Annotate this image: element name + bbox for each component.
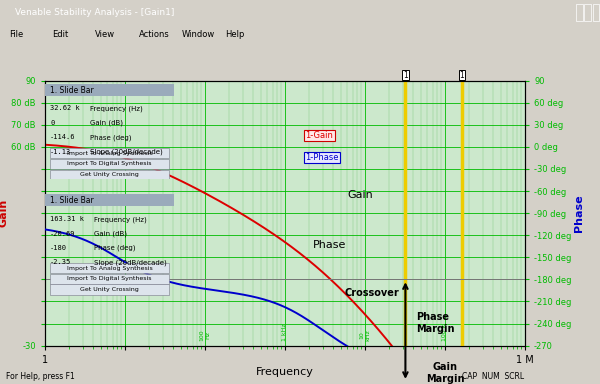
Text: Get Unity Crossing: Get Unity Crossing [80,172,139,177]
Bar [576,4,583,21]
Bar [50,149,169,158]
Text: Gain: Gain [347,190,373,200]
Y-axis label: Gain: Gain [0,199,8,227]
Text: -2.35: -2.35 [50,259,71,265]
X-axis label: Frequency: Frequency [256,367,314,377]
Text: Phase
Margin: Phase Margin [416,313,454,334]
Text: File: File [9,30,23,39]
Text: Slope (20dB/decade): Slope (20dB/decade) [90,149,163,156]
Text: 1: 1 [403,71,408,79]
Text: 1. Slide Bar: 1. Slide Bar [50,86,94,95]
Text: 0: 0 [50,120,55,126]
Text: Gain (dB): Gain (dB) [90,120,123,126]
Text: 1: 1 [460,71,464,79]
Bar [45,194,174,206]
Text: -114.6: -114.6 [50,134,76,140]
Text: Phase (deg): Phase (deg) [90,134,131,141]
Text: 100
Hz: 100 Hz [200,329,211,341]
Text: -180: -180 [50,245,67,251]
Text: -20.69: -20.69 [50,230,76,237]
Bar [50,170,169,179]
Text: Import To Analog Synthesis: Import To Analog Synthesis [67,266,152,271]
Text: Frequency (Hz): Frequency (Hz) [90,105,143,112]
Text: Get Unity Crossing: Get Unity Crossing [80,287,139,292]
Text: 1 kHz: 1 kHz [283,324,287,341]
Text: Phase: Phase [313,240,346,250]
Text: Import To Digital Synthesis: Import To Digital Synthesis [67,276,152,281]
Text: Venable Stability Analysis - [Gain1]: Venable Stability Analysis - [Gain1] [15,8,175,17]
Bar [50,274,169,284]
Text: CAP  NUM  SCRL: CAP NUM SCRL [462,372,524,381]
Text: Frequency (Hz): Frequency (Hz) [94,216,147,223]
Text: Gain
Margin: Gain Margin [426,362,464,384]
Text: View: View [95,30,116,39]
Text: Import To Digital Synthesis: Import To Digital Synthesis [67,162,152,167]
Text: Actions: Actions [139,30,169,39]
Y-axis label: Phase: Phase [574,194,584,232]
Text: 1. Slide Bar: 1. Slide Bar [50,196,94,205]
Bar [45,84,174,96]
Bar [50,263,169,273]
Text: 163.31 k: 163.31 k [50,216,84,222]
Text: 100 k: 100 k [443,324,448,341]
Bar [584,4,591,21]
Text: -1.13: -1.13 [50,149,71,155]
Text: Help: Help [225,30,244,39]
Bar [50,159,169,169]
Text: 1-Phase: 1-Phase [305,153,339,162]
Text: 1-Gain: 1-Gain [305,131,333,140]
Text: Phase (deg): Phase (deg) [94,245,136,251]
Text: Edit: Edit [52,30,68,39]
Bar [50,285,169,295]
Text: Slope (20dB/decade): Slope (20dB/decade) [94,259,167,266]
Bar [593,4,599,21]
Text: Import To Analog Synthesis: Import To Analog Synthesis [67,151,152,156]
Text: For Help, press F1: For Help, press F1 [6,372,75,381]
Text: 32.62 k: 32.62 k [50,105,80,111]
Text: Crossover: Crossover [344,288,399,298]
Text: Gain (dB): Gain (dB) [94,230,127,237]
Text: 10
kHz: 10 kHz [359,329,370,341]
Text: Window: Window [182,30,215,39]
